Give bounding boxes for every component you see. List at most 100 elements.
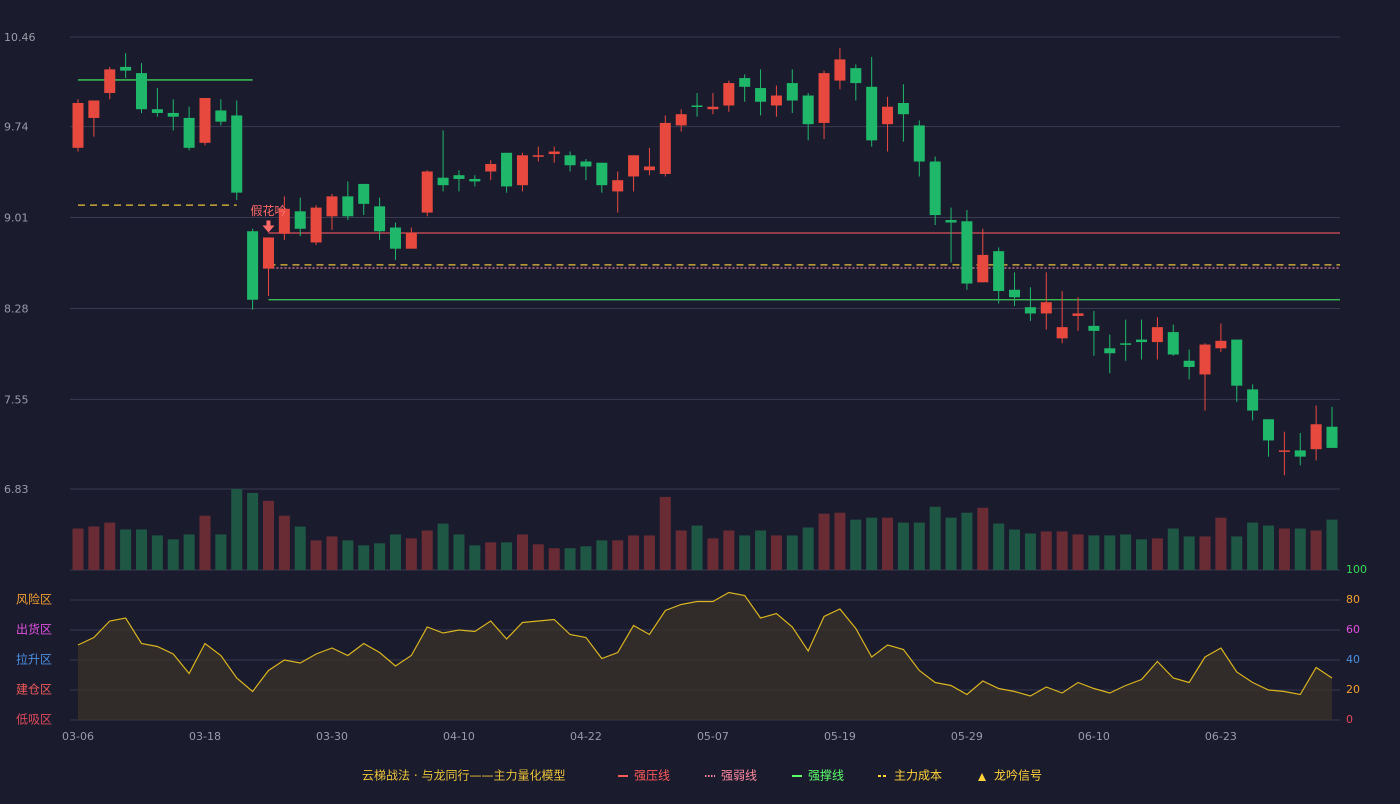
candle-body	[770, 95, 782, 106]
zone-label: 出货区	[16, 622, 52, 637]
candle-body	[516, 155, 528, 186]
candle-body	[1088, 325, 1100, 331]
volume-bar	[707, 538, 719, 570]
volume-bar	[802, 527, 814, 570]
volume-bar	[659, 496, 671, 570]
candle-body	[1263, 419, 1275, 441]
candle-body	[485, 164, 497, 172]
candle-body	[1310, 424, 1322, 450]
oscillator-line	[77, 591, 1333, 697]
volume-bar	[1040, 531, 1052, 570]
candle-body	[72, 102, 84, 148]
volume-bar	[374, 543, 386, 570]
volume-bar	[485, 542, 497, 570]
volume-bar	[72, 528, 84, 570]
volume-bar	[882, 517, 894, 570]
y-tick-label: 8.28	[4, 302, 29, 315]
candle-body	[358, 183, 370, 204]
volume-bar	[516, 534, 528, 570]
candle-body	[945, 220, 957, 223]
volume-bar	[199, 515, 211, 570]
candle-body	[961, 221, 973, 284]
candle-body	[294, 211, 306, 229]
candle-body	[1151, 327, 1163, 343]
legend-symbol	[978, 773, 986, 781]
volume-bar	[1326, 519, 1338, 570]
candle-body	[834, 59, 846, 81]
x-tick-label: 05-07	[697, 730, 729, 743]
volume-bar	[755, 530, 767, 570]
volume-bar	[1199, 536, 1211, 570]
candle-body	[469, 178, 481, 182]
volume-bar	[580, 546, 592, 570]
volume-bar	[929, 506, 941, 570]
candle-body	[421, 171, 433, 213]
volume-bar	[1294, 528, 1306, 570]
volume-bar	[1088, 535, 1100, 570]
candle-body	[897, 102, 909, 115]
volume-bar	[675, 530, 687, 570]
volume-bar	[596, 540, 608, 570]
volume-bar	[897, 522, 909, 570]
zone-label: 风险区	[16, 592, 52, 607]
y-tick-label: 10.46	[4, 31, 36, 44]
candle-body	[1040, 302, 1052, 314]
volume-bar	[866, 517, 878, 570]
x-tick-label: 05-29	[951, 730, 983, 743]
x-tick-label: 03-06	[62, 730, 94, 743]
x-tick-label: 03-18	[189, 730, 221, 743]
candle-body	[1215, 340, 1227, 349]
volume-bar	[88, 526, 100, 570]
volume-bar	[1183, 536, 1195, 570]
candle-body	[739, 78, 751, 87]
volume-bar	[1120, 534, 1132, 570]
candle-body	[262, 237, 274, 269]
candle-body	[1167, 332, 1179, 355]
volume-bar	[993, 523, 1005, 570]
volume-bar	[612, 540, 624, 570]
candle-body	[1136, 339, 1148, 343]
candle-body	[104, 69, 116, 94]
candle-body	[389, 227, 401, 249]
y2-tick-label: 100	[1346, 563, 1367, 576]
volume-bar	[167, 539, 179, 570]
y-tick-label: 9.01	[4, 212, 29, 225]
y2-tick-label: 80	[1346, 593, 1360, 606]
candle-body	[199, 98, 211, 143]
volume-bar	[1215, 517, 1227, 570]
candle-body	[183, 117, 195, 148]
candle-body	[532, 155, 544, 157]
volume-bar	[850, 519, 862, 570]
candle-body	[326, 196, 338, 217]
volume-bar	[135, 529, 147, 570]
candle-body	[88, 100, 100, 118]
zone-label: 拉升区	[16, 652, 52, 667]
volume-bar	[961, 512, 973, 570]
candle-body	[612, 180, 624, 192]
candle-body	[691, 105, 703, 107]
candle-body	[850, 68, 862, 84]
x-tick-label: 06-23	[1205, 730, 1237, 743]
volume-bar	[548, 548, 560, 570]
candle-body	[802, 95, 814, 125]
candle-body	[1072, 313, 1084, 316]
volume-bar	[453, 534, 465, 570]
volume-bar	[1072, 534, 1084, 570]
volume-bar	[501, 542, 513, 570]
volume-bar	[1136, 539, 1148, 570]
candle-body	[437, 177, 449, 186]
volume-bar	[1024, 533, 1036, 570]
zone-label: 建仓区	[16, 683, 52, 697]
signal-label: 假花吟	[250, 203, 286, 218]
volume-bar	[945, 517, 957, 570]
candle-body	[310, 207, 322, 243]
signal-arrow	[262, 220, 275, 233]
candle-body	[1056, 327, 1068, 339]
volume-bar	[389, 534, 401, 570]
volume-bar	[1310, 530, 1322, 570]
legend-label: 强弱线	[721, 769, 757, 783]
candle-body	[501, 152, 513, 187]
volume-bar	[326, 536, 338, 570]
